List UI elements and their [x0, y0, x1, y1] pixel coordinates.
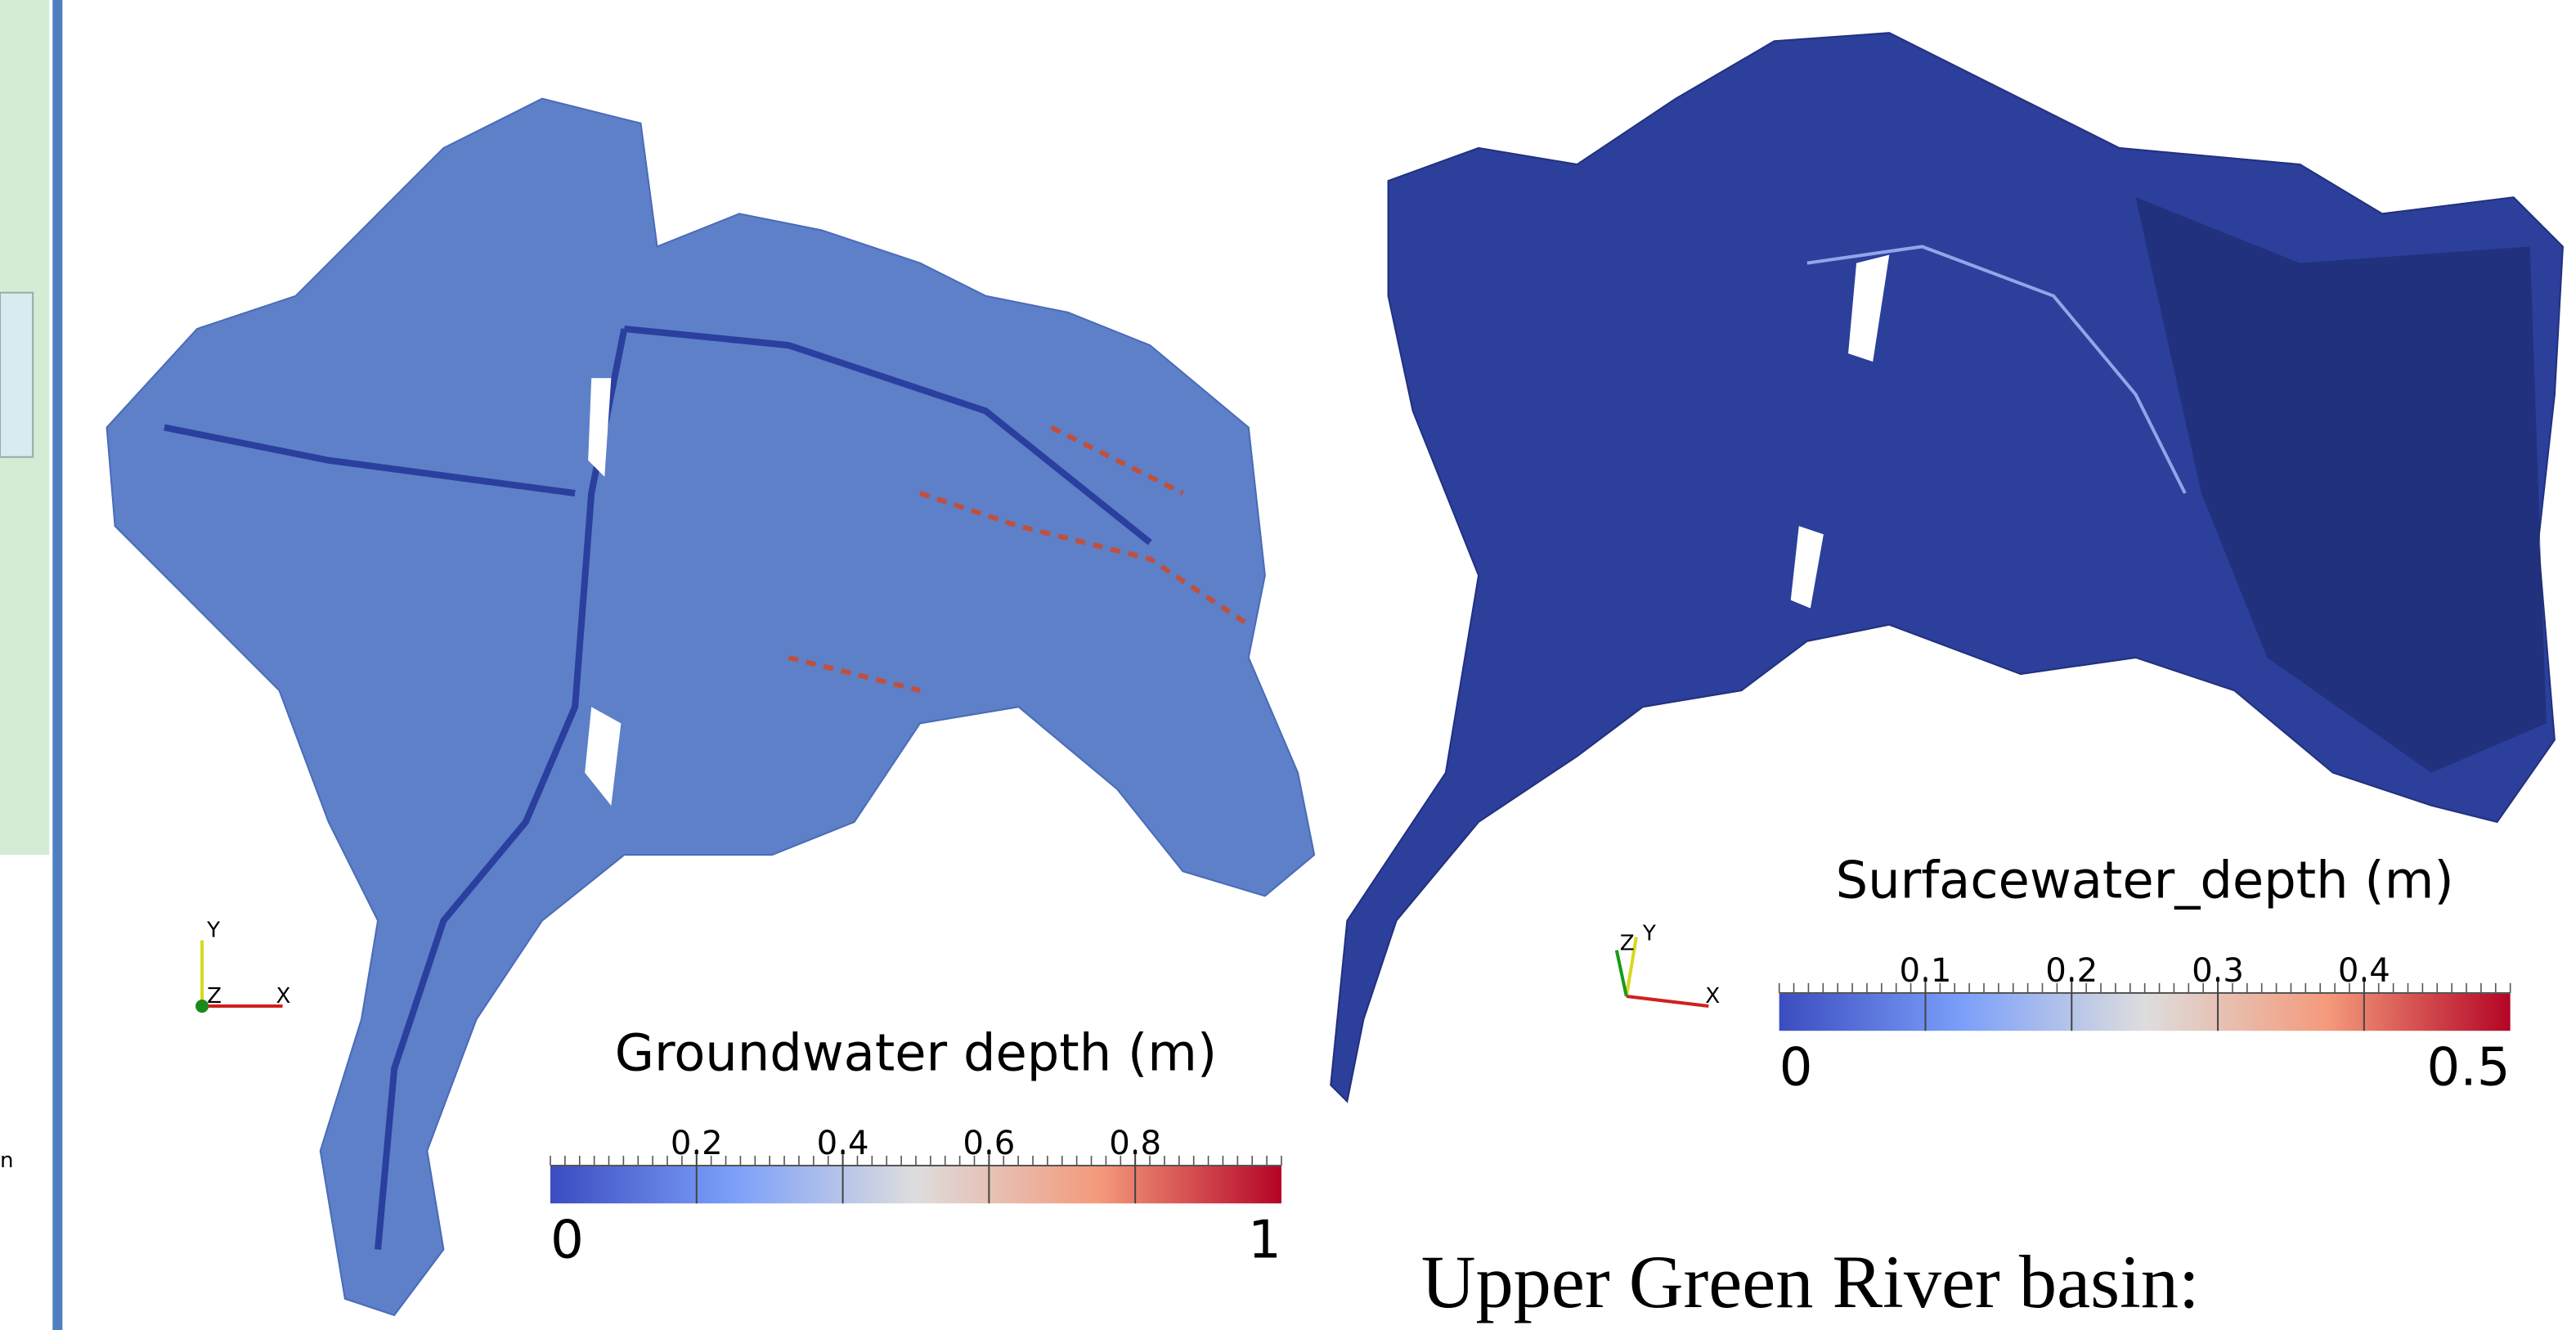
axis-label: X — [276, 984, 291, 1009]
page: n Y Z X Z Y X Upper Green River basin: G… — [0, 0, 2576, 1330]
range-min-label: 0 — [1779, 1037, 1813, 1099]
colorbar-title: Groundwater depth (m) — [615, 1022, 1217, 1082]
axis-label: Y — [1642, 922, 1656, 946]
tick-label: 0.1 — [1900, 952, 1952, 990]
tick-label: 0.2 — [2045, 952, 2098, 990]
colorbar — [550, 1166, 1281, 1203]
caption: Upper Green River basin: — [1421, 1240, 2200, 1323]
range-max-label: 1 — [1248, 1210, 1281, 1271]
tick-label: 0.2 — [671, 1125, 723, 1162]
axis-label: Y — [206, 919, 220, 943]
colorbar-title: Surfacewater_depth (m) — [1836, 850, 2454, 910]
axis-label: X — [1705, 984, 1720, 1009]
tick-label: 0.8 — [1109, 1125, 1161, 1162]
sidebar-box — [0, 293, 33, 457]
slide: n Y Z X Z Y X Upper Green River basin: G… — [0, 0, 2576, 1330]
range-max-label: 0.5 — [2426, 1037, 2510, 1099]
axes-triad: Y Z X — [195, 919, 290, 1013]
colorbar — [1779, 993, 2511, 1031]
tick-label: 0.4 — [2338, 952, 2390, 990]
tick-label: 0.4 — [817, 1125, 869, 1162]
range-min-label: 0 — [550, 1210, 584, 1271]
sidebar-text: n — [0, 1148, 14, 1173]
axis-label: Z — [207, 984, 222, 1009]
divider — [52, 0, 62, 1330]
axis-label: Z — [1620, 932, 1635, 956]
tick-label: 0.3 — [2192, 952, 2244, 990]
axes-triad: Z Y X — [1617, 922, 1720, 1009]
tick-label: 0.6 — [963, 1125, 1015, 1162]
